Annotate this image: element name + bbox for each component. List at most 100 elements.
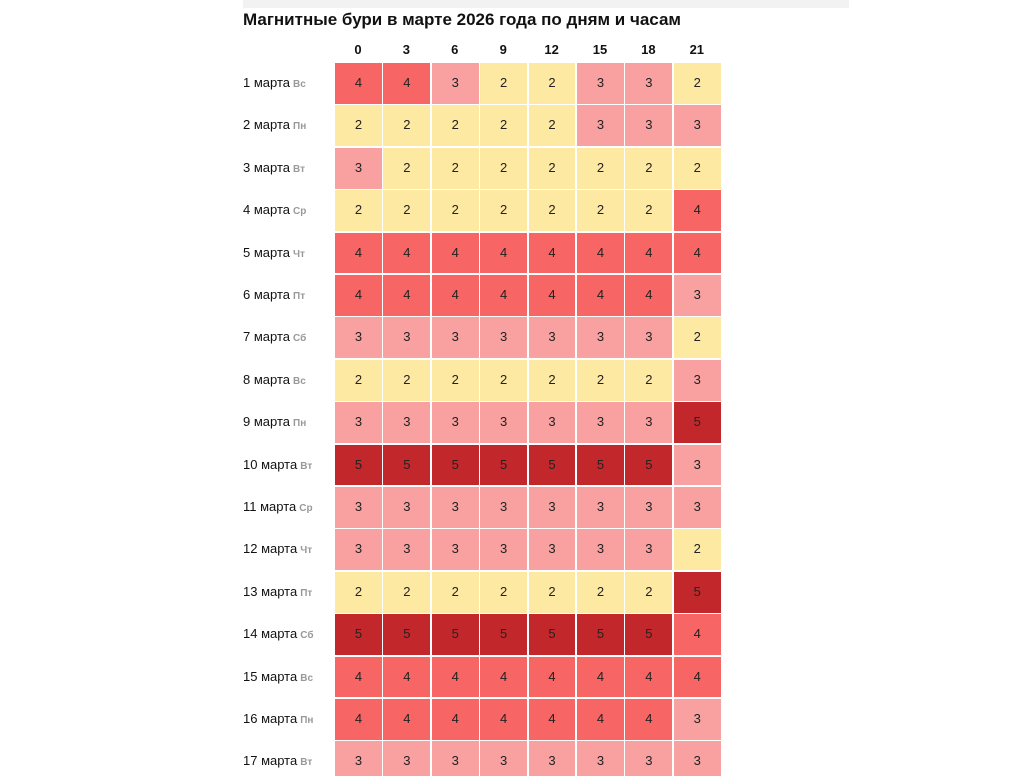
cell: 3 [382,316,432,360]
cell: 5 [430,613,480,657]
cell: 4 [527,698,577,741]
row-label: 3 марта Вт [243,147,305,189]
cell: 4 [334,62,383,105]
cell: 5 [576,443,625,487]
cell: 3 [479,740,529,776]
weekday: Чт [293,248,305,260]
cell: 2 [382,104,432,148]
cell: 3 [576,401,625,445]
cell: 2 [382,358,432,402]
row-label: 16 марта Пн [243,698,313,740]
cell: 2 [672,528,722,572]
date: 9 марта [243,414,290,430]
date: 4 марта [243,202,290,218]
cell: 2 [334,104,383,148]
cell: 2 [576,570,625,614]
cell: 3 [527,316,577,360]
cell: 5 [672,401,722,445]
cell: 5 [624,613,674,657]
cell: 3 [382,740,432,776]
cell: 2 [527,104,577,148]
cell: 5 [576,613,625,657]
weekday: Вт [300,460,313,472]
cell: 3 [576,740,625,776]
cell: 3 [576,62,625,105]
cell: 3 [624,316,674,360]
cell: 4 [430,231,480,275]
weekday: Пт [300,587,313,599]
date: 6 марта [243,287,290,302]
cell: 2 [479,189,529,233]
cell: 3 [624,486,674,529]
cell: 3 [624,740,674,776]
weekday: Пт [293,291,306,302]
weekday: Вт [300,757,313,769]
title: Магнитные бури в марте 2026 года по дням… [243,10,681,29]
cell: 4 [479,231,529,275]
cell: 3 [430,401,480,445]
cell: 4 [527,231,577,275]
cell: 2 [527,62,577,105]
date: 10 марта [243,456,298,472]
cell: 4 [624,655,674,699]
cell: 3 [527,401,577,445]
column-header: 15 [592,42,608,57]
date: 12 марта [243,541,298,557]
cell: 3 [576,486,625,529]
cell: 2 [527,358,577,402]
cell: 4 [624,274,674,317]
row-label: 9 марта Пн [243,401,306,443]
cell: 3 [527,486,577,529]
weekday: Пн [300,715,314,726]
date: 3 марта [243,159,290,175]
cell: 2 [672,62,722,105]
cell: 5 [382,613,432,657]
column-header: 3 [402,42,410,57]
cell: 3 [672,740,722,776]
cell: 3 [624,528,674,572]
cell: 3 [576,528,625,572]
cell: 4 [624,698,674,741]
row-label: 11 марта Ср [243,486,313,528]
date: 13 марта [243,583,298,599]
row-label: 6 марта Пт [243,274,305,316]
cell: 5 [334,443,383,487]
cell: 2 [334,189,383,233]
cell: 5 [334,613,383,657]
cell: 3 [672,104,722,148]
cell: 2 [624,189,674,233]
cell: 4 [624,231,674,275]
cell: 3 [672,443,722,487]
cell: 2 [479,104,529,148]
cell: 3 [624,62,674,105]
cell: 3 [334,401,383,445]
date: 8 марта [243,371,290,387]
cell: 4 [382,274,432,317]
cell: 3 [479,486,529,529]
cell: 4 [672,655,722,699]
date: 17 марта [243,753,298,769]
date: 1 марта [243,75,290,90]
cell: 4 [672,613,722,657]
column-header: 12 [544,42,559,57]
cell: 5 [624,443,674,487]
date: 5 марта [243,244,290,260]
cell: 3 [430,528,480,572]
cell: 3 [334,486,383,529]
row-label: 13 марта Пт [243,571,312,613]
cell: 4 [382,62,432,105]
column-header: 9 [499,42,507,57]
cell: 2 [382,146,432,190]
cell: 3 [334,528,383,572]
cell: 2 [430,189,480,233]
cell: 2 [479,146,529,190]
row-label: 7 марта Сб [243,316,306,358]
cell: 2 [334,358,383,402]
cell: 4 [430,655,480,699]
date: 2 марта [243,117,290,133]
cell: 2 [576,146,625,190]
date: 15 марта [243,668,298,684]
row-label: 5 марта Чт [243,232,305,274]
cell: 3 [430,62,480,105]
